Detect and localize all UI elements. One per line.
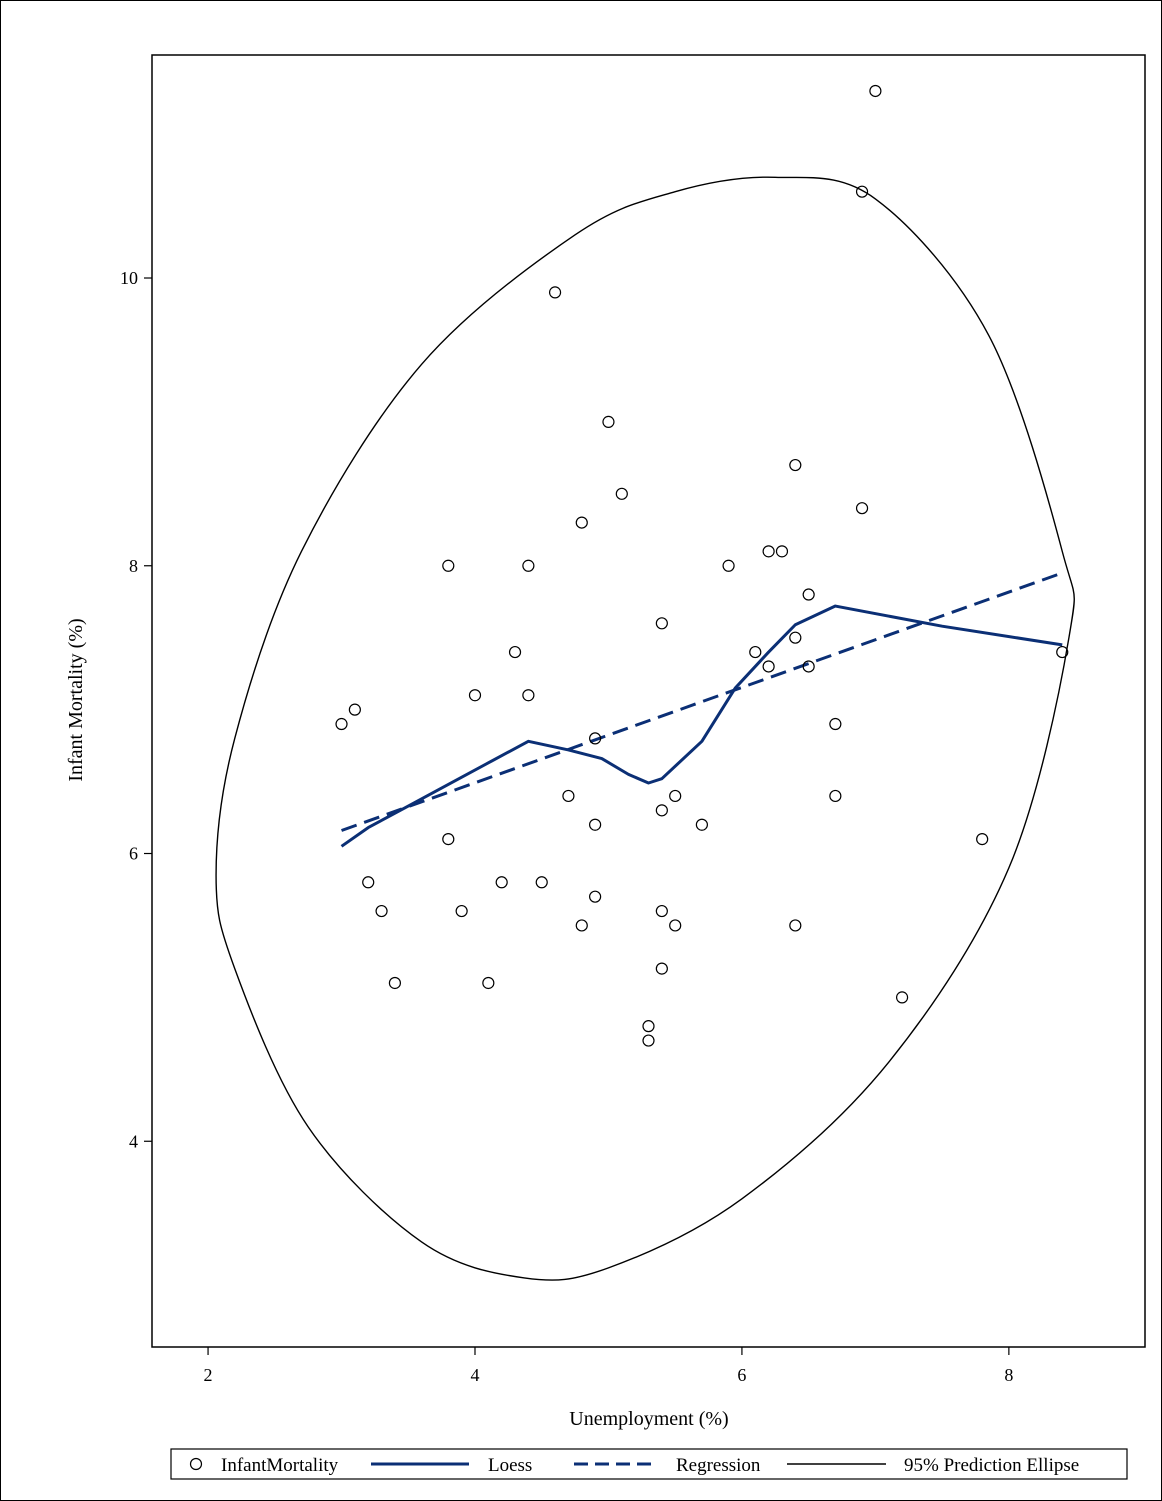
data-point xyxy=(522,689,535,702)
legend-label-regression: Regression xyxy=(676,1455,761,1476)
data-point xyxy=(642,1020,655,1033)
data-point xyxy=(522,559,535,572)
data-point xyxy=(562,789,575,803)
data-point xyxy=(855,502,869,515)
data-point xyxy=(789,631,802,644)
x-tick-label: 8 xyxy=(1004,1365,1013,1385)
data-point xyxy=(388,976,402,990)
y-axis: 4 6 8 10 xyxy=(120,268,152,1151)
y-axis-label: Infant Mortality (%) xyxy=(65,618,87,781)
data-point xyxy=(655,804,668,817)
data-point xyxy=(589,818,602,831)
data-point xyxy=(695,818,708,831)
data-point xyxy=(869,84,882,98)
data-point xyxy=(508,645,522,659)
data-point xyxy=(642,1034,655,1047)
x-axis-label: Unemployment (%) xyxy=(569,1408,728,1430)
data-point xyxy=(362,876,375,889)
data-point xyxy=(468,689,482,702)
data-point xyxy=(655,962,668,975)
data-point xyxy=(762,545,775,558)
series-layer xyxy=(215,84,1075,1281)
legend-label-infant-mortality: InfantMortality xyxy=(221,1455,339,1476)
x-axis: 2 4 6 8 xyxy=(204,1347,1013,1385)
data-point xyxy=(802,660,815,673)
legend-label-loess: Loess xyxy=(488,1455,532,1476)
y-tick-label: 10 xyxy=(120,268,138,288)
data-point xyxy=(829,717,842,731)
data-point xyxy=(655,617,668,630)
data-point xyxy=(575,919,588,932)
plot-area xyxy=(151,54,1146,1348)
data-point xyxy=(1056,645,1069,659)
data-point xyxy=(895,991,909,1004)
data-point xyxy=(829,789,842,803)
data-point xyxy=(335,717,348,731)
x-tick-label: 4 xyxy=(470,1365,479,1385)
legend-label-ellipse: 95% Prediction Ellipse xyxy=(904,1455,1079,1476)
legend-marker-circle xyxy=(189,1457,203,1471)
data-point xyxy=(789,919,802,932)
legend: InfantMortality Loess Regression 95% Pre… xyxy=(170,1448,1128,1480)
data-point xyxy=(802,588,815,601)
data-point xyxy=(602,415,615,428)
x-tick-label: 2 xyxy=(204,1365,213,1385)
data-point xyxy=(442,833,455,846)
data-point xyxy=(548,286,562,299)
regression-line xyxy=(341,571,1063,832)
data-point xyxy=(855,185,869,198)
data-point xyxy=(669,919,682,932)
prediction-ellipse xyxy=(215,176,1075,1281)
data-point xyxy=(655,904,668,918)
data-point xyxy=(575,516,588,529)
data-point xyxy=(669,789,682,803)
data-point xyxy=(589,732,602,745)
y-tick-label: 4 xyxy=(129,1131,138,1151)
data-point xyxy=(348,703,361,716)
data-point xyxy=(615,487,628,500)
data-point xyxy=(589,890,602,903)
y-tick-label: 8 xyxy=(129,556,138,576)
data-point xyxy=(789,458,802,472)
data-point xyxy=(775,545,789,558)
data-point xyxy=(455,904,468,918)
x-tick-label: 6 xyxy=(737,1365,746,1385)
data-point xyxy=(722,559,735,572)
data-point xyxy=(976,833,989,846)
data-point xyxy=(495,876,508,889)
data-point xyxy=(749,645,762,659)
data-point xyxy=(482,976,495,990)
loess-line xyxy=(340,604,1063,848)
data-point xyxy=(375,904,388,918)
data-point xyxy=(442,559,455,572)
data-point xyxy=(535,876,548,889)
y-tick-label: 6 xyxy=(129,844,138,864)
data-point xyxy=(762,660,775,673)
